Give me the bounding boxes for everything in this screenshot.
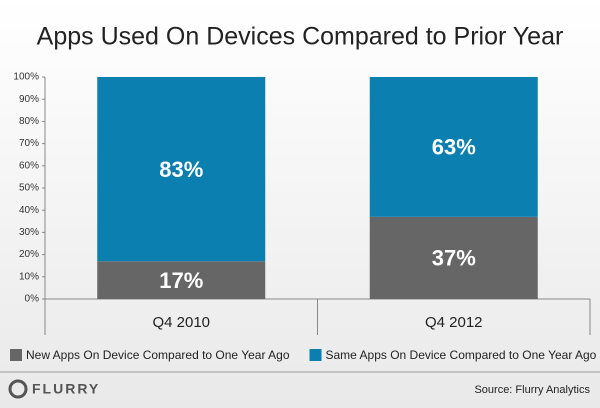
y-tick-label: 40% [19, 205, 39, 216]
y-tick-label: 70% [19, 138, 39, 149]
legend-label: Same Apps On Device Compared to One Year… [326, 348, 597, 362]
logo-icon [8, 379, 28, 399]
bar-segment [97, 77, 266, 262]
legend-swatch [10, 349, 22, 361]
legend-swatch [309, 349, 322, 361]
x-tick-label: Q4 2012 [425, 314, 483, 331]
logo: FLURRY [32, 381, 100, 397]
bar-segment [369, 216, 538, 299]
y-tick-label: 60% [19, 160, 39, 171]
bar-segment [97, 261, 266, 299]
y-tick-label: 30% [19, 227, 39, 238]
chart-title: Apps Used On Devices Compared to Prior Y… [37, 23, 564, 51]
y-tick-label: 20% [19, 249, 39, 260]
y-tick-label: 50% [19, 183, 39, 194]
value-label: 17% [159, 268, 203, 293]
legend-label: New Apps On Device Compared to One Year … [26, 348, 290, 362]
x-tick-label: Q4 2010 [152, 314, 210, 331]
bar-segment [369, 77, 538, 217]
value-label: 63% [432, 135, 476, 160]
y-tick-label: 90% [19, 94, 39, 105]
value-label: 83% [159, 157, 203, 182]
source: Source: Flurry Analytics [474, 384, 590, 396]
value-label: 37% [432, 246, 476, 271]
y-tick-label: 10% [19, 271, 39, 282]
y-tick-label: 80% [19, 116, 39, 127]
y-tick-label: 0% [25, 294, 40, 305]
y-tick-label: 100% [13, 72, 39, 83]
